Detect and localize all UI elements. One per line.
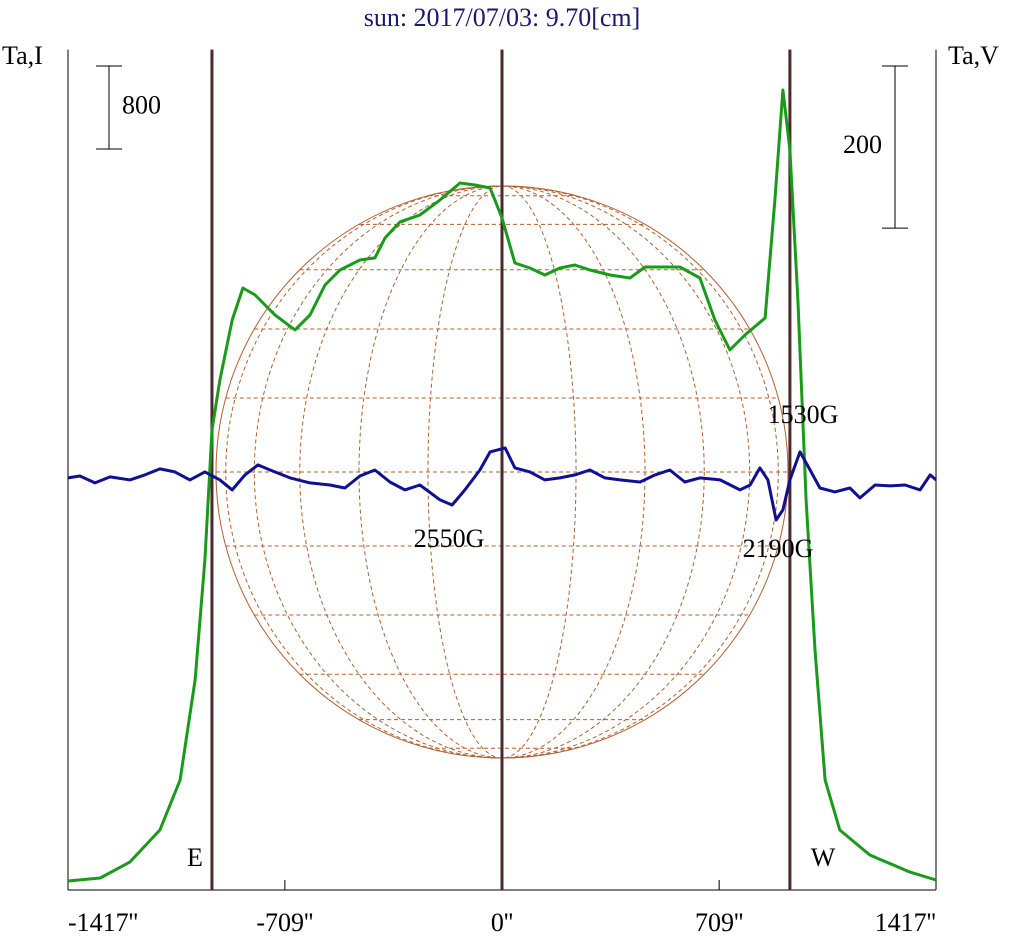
- x-tick-label: 0'': [491, 908, 513, 937]
- y2-axis-label: Ta,V: [948, 41, 999, 70]
- annotation: 1530G: [768, 400, 839, 429]
- scale-bar-label: 800: [122, 90, 161, 119]
- x-tick-label: 709'': [695, 908, 743, 937]
- annotation: 2550G: [414, 524, 485, 553]
- x-tick-label: 1417'': [875, 908, 936, 937]
- x-tick-label: -1417'': [68, 908, 138, 937]
- limb-label: E: [187, 843, 203, 872]
- series-line: [67, 446, 937, 522]
- scale-bar-label: 200: [843, 130, 882, 159]
- limb-label: W: [811, 843, 836, 872]
- annotation: 2190G: [743, 534, 814, 563]
- y-axis-label: Ta,I: [2, 41, 43, 70]
- chart-title: sun: 2017/07/03: 9.70[cm]: [364, 3, 641, 32]
- series-line: [67, 88, 937, 883]
- x-tick-label: -709'': [256, 908, 313, 937]
